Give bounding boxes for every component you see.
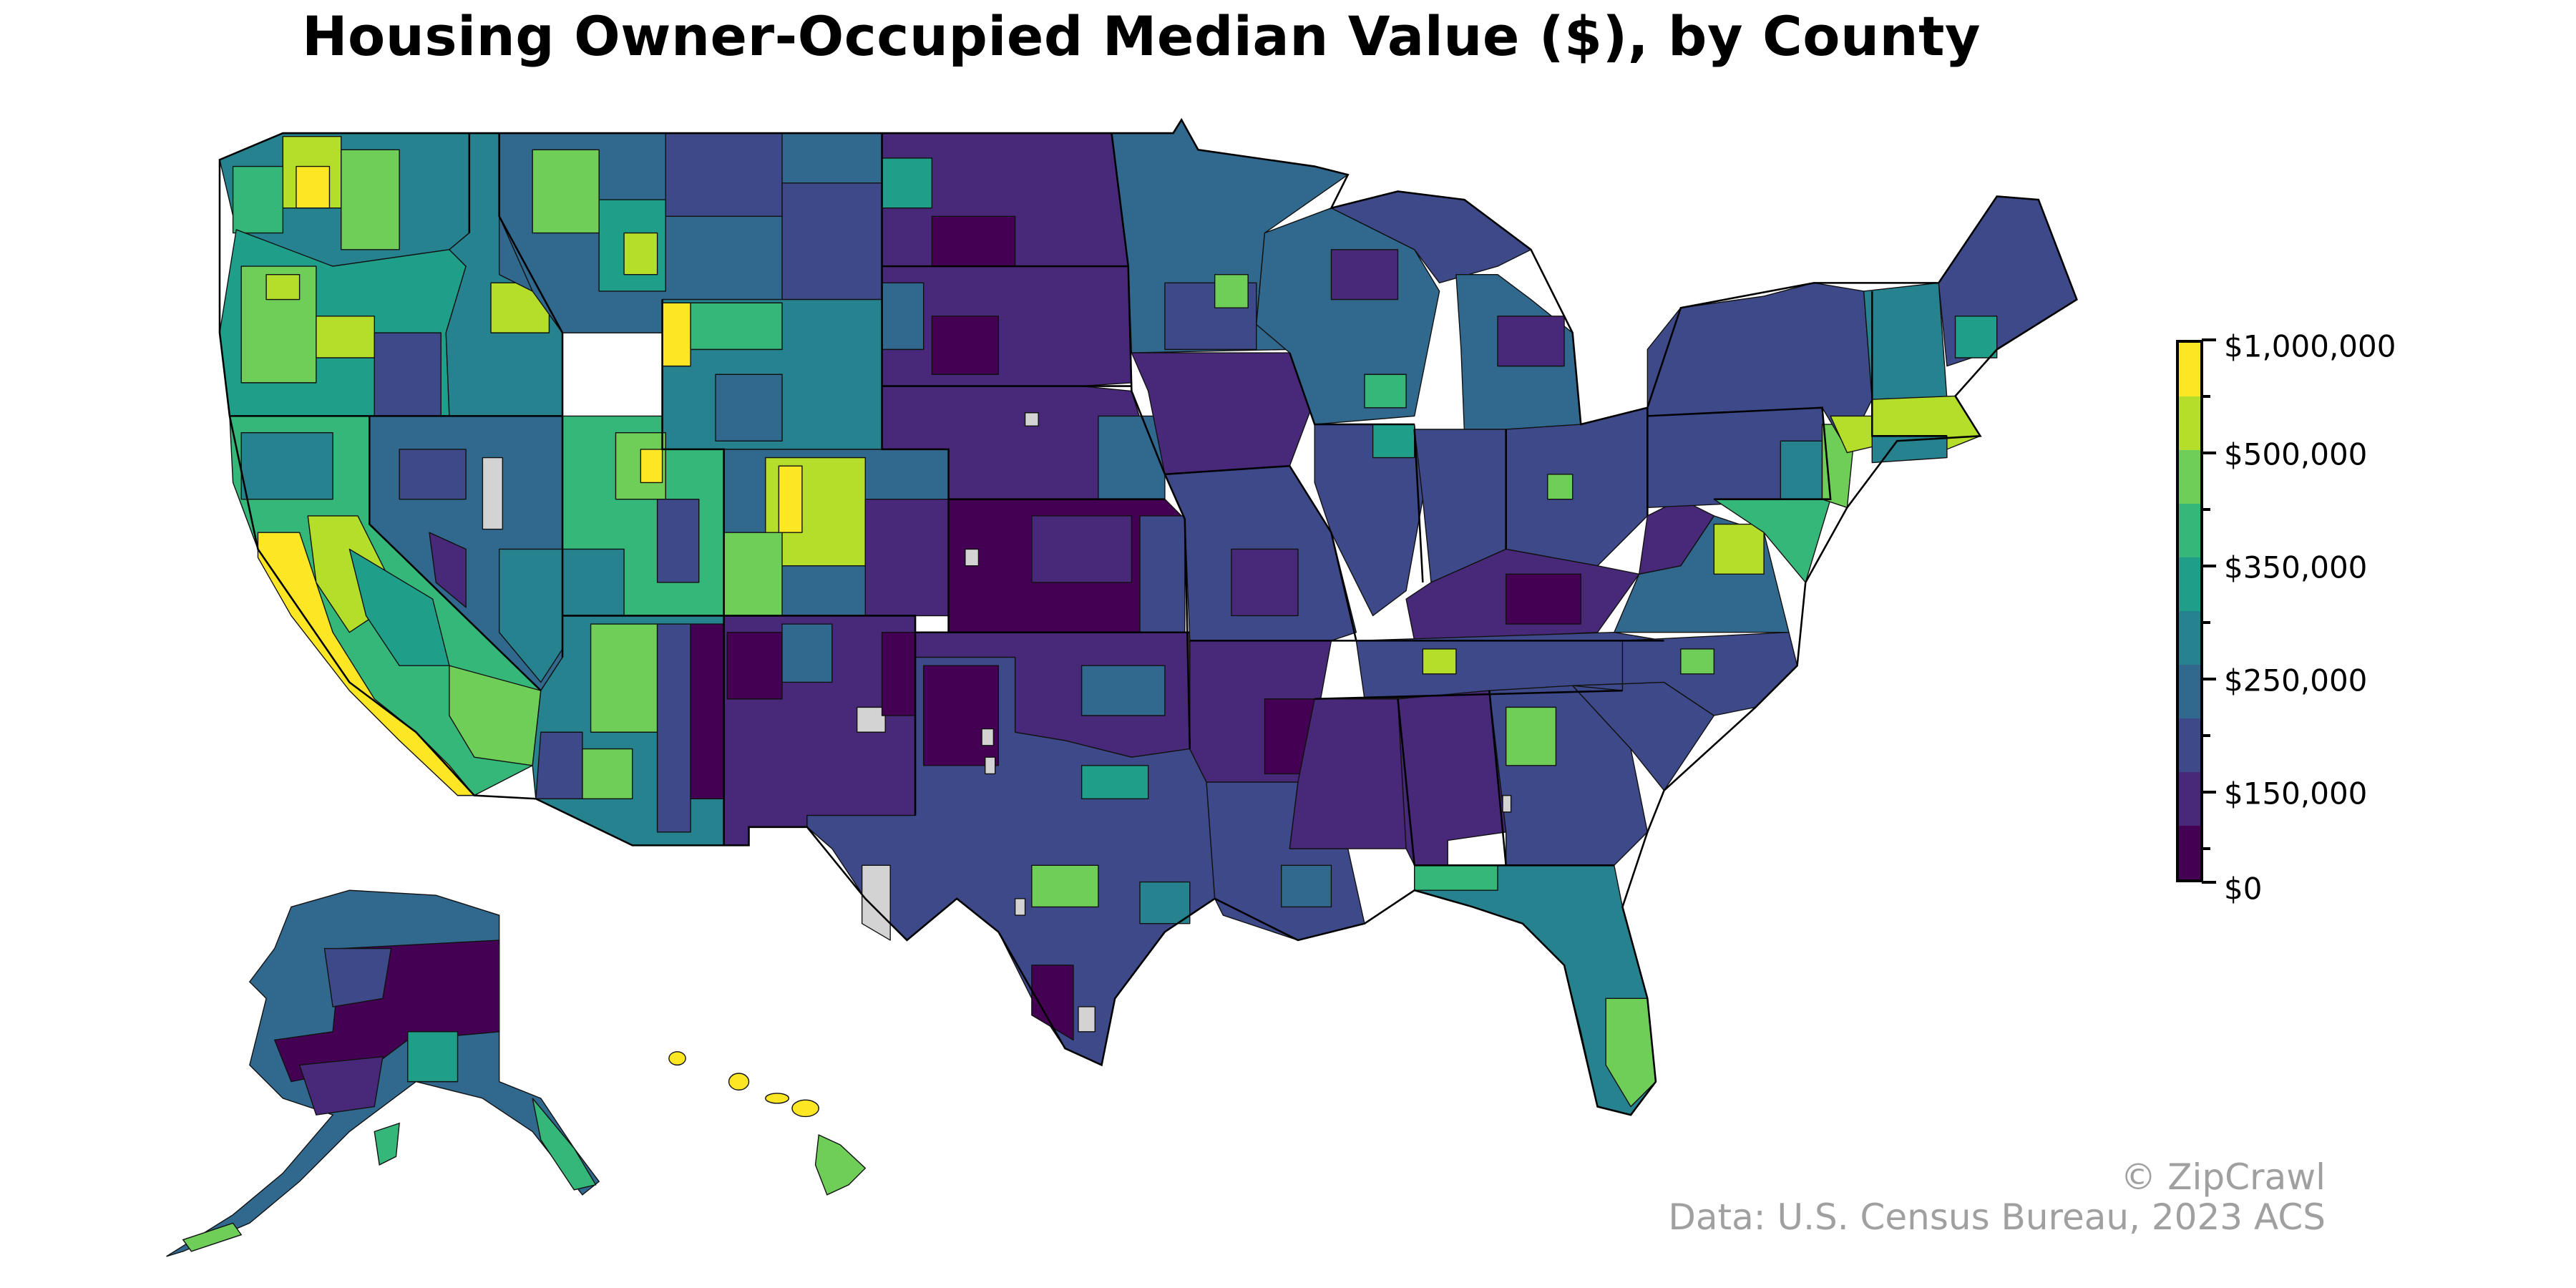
colorbar-tick [2202, 452, 2216, 454]
colorbar-band [2179, 396, 2200, 450]
colorbar-band [2179, 772, 2200, 826]
state-alaska [166, 889, 600, 1257]
colorbar-tick [2202, 678, 2216, 680]
copyright-credit: © ZipCrawl [2120, 1156, 2326, 1198]
hawaii-inset [668, 1051, 867, 1196]
colorbar-band [2179, 343, 2200, 396]
hawaii-oahu [728, 1073, 750, 1091]
colorbar-band [2179, 611, 2200, 665]
colorbar-label: $1,000,000 [2224, 328, 2396, 364]
state-alabama [1397, 690, 1507, 867]
alaska-inset [166, 889, 600, 1257]
colorbar-tick [2202, 881, 2216, 884]
colorbar-label: $250,000 [2224, 663, 2368, 698]
state-ohio [1505, 407, 1649, 567]
colorbar-tick [2202, 847, 2210, 850]
colorbar-tick [2202, 791, 2216, 794]
colorbar [2176, 340, 2203, 882]
colorbar-label: $500,000 [2224, 436, 2368, 472]
colorbar-tick [2202, 338, 2216, 341]
colorbar-tick [2202, 508, 2210, 511]
state-west-virginia [1639, 498, 1715, 575]
colorbar-label: $0 [2224, 871, 2263, 907]
colorbar-band [2179, 557, 2200, 611]
contiguous-us [219, 119, 2078, 1116]
colorbar-tick [2202, 565, 2216, 567]
colorbar-band [2179, 826, 2200, 879]
hawaii-maui [791, 1099, 819, 1118]
colorbar-label: $350,000 [2224, 550, 2368, 585]
state-borders [218, 117, 2078, 1116]
colorbar-band [2179, 718, 2200, 772]
colorbar-band [2179, 504, 2200, 557]
colorbar-tick [2202, 734, 2210, 737]
data-source-credit: Data: U.S. Census Bureau, 2023 ACS [1668, 1196, 2326, 1238]
chart-title: Housing Owner-Occupied Median Value ($),… [301, 4, 1981, 68]
hawaii-kauai [668, 1051, 686, 1066]
hawaii-big-island [814, 1134, 867, 1196]
colorbar-band [2179, 665, 2200, 718]
colorbar-band [2179, 450, 2200, 504]
state-vermont-nh [1863, 282, 1948, 400]
colorbar-tick [2202, 621, 2210, 624]
hawaii-molokai [765, 1093, 790, 1104]
colorbar-tick [2202, 395, 2210, 398]
colorbar-label: $150,000 [2224, 776, 2368, 811]
